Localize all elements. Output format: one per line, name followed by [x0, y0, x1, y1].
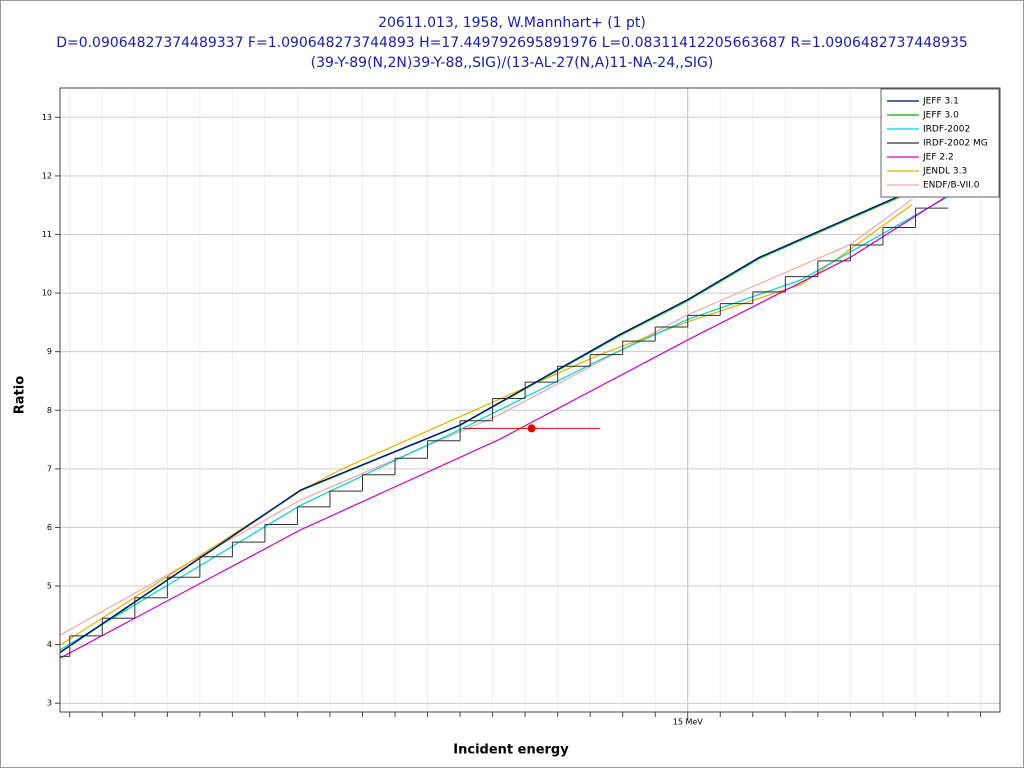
grid [60, 88, 1000, 712]
legend-label: JENDL 3.3 [922, 167, 967, 177]
series-line [60, 197, 946, 659]
y-tick-label: 3 [47, 699, 52, 708]
series-line [60, 198, 913, 636]
y-tick-label: 5 [47, 582, 52, 591]
legend-label: JEFF 3.0 [922, 111, 959, 121]
chart-title: 20611.013, 1958, W.Mannhart+ (1 pt) [378, 15, 646, 31]
y-tick-label: 4 [47, 640, 52, 649]
x-tick-label: 15 MeV [673, 718, 704, 727]
series-line [60, 188, 962, 651]
x-axis-label: Incident energy [453, 743, 569, 758]
y-tick-label: 7 [47, 464, 52, 473]
legend-label: JEFF 3.1 [922, 97, 959, 107]
legend-label: ENDF/B-VII.0 [923, 181, 980, 191]
plot-area [60, 188, 962, 659]
data-point [527, 424, 536, 433]
legend-label: JEF 2.2 [922, 153, 954, 163]
legend: JEFF 3.1 JEFF 3.0 IRDF-2002 IRDF-2002 MG JEF… [880, 88, 1000, 198]
series-line [60, 194, 903, 653]
chart-subtitle: (39-Y-89(N,2N)39-Y-88,,SIG)/(13-AL-27(N,… [311, 55, 714, 71]
y-tick-label: 12 [42, 171, 52, 180]
chart-subtitle: D=0.09064827374489337 F=1.09064827374489… [56, 35, 968, 51]
legend-label: IRDF-2002 MG [923, 139, 988, 149]
plot-border [59, 87, 1001, 713]
y-tick-label: 6 [47, 523, 52, 532]
y-tick-label: 13 [42, 113, 52, 122]
y-axis-label: Ratio [13, 376, 28, 414]
y-tick-label: 8 [47, 406, 52, 415]
y-tick-label: 9 [47, 347, 52, 356]
y-tick-label: 10 [42, 289, 52, 298]
y-tick-label: 11 [42, 230, 52, 239]
axes: 15 MeV 3 4 5 6 7 8 9 10 11 12 13 [42, 113, 981, 727]
legend-label: IRDF-2002 [923, 125, 970, 135]
